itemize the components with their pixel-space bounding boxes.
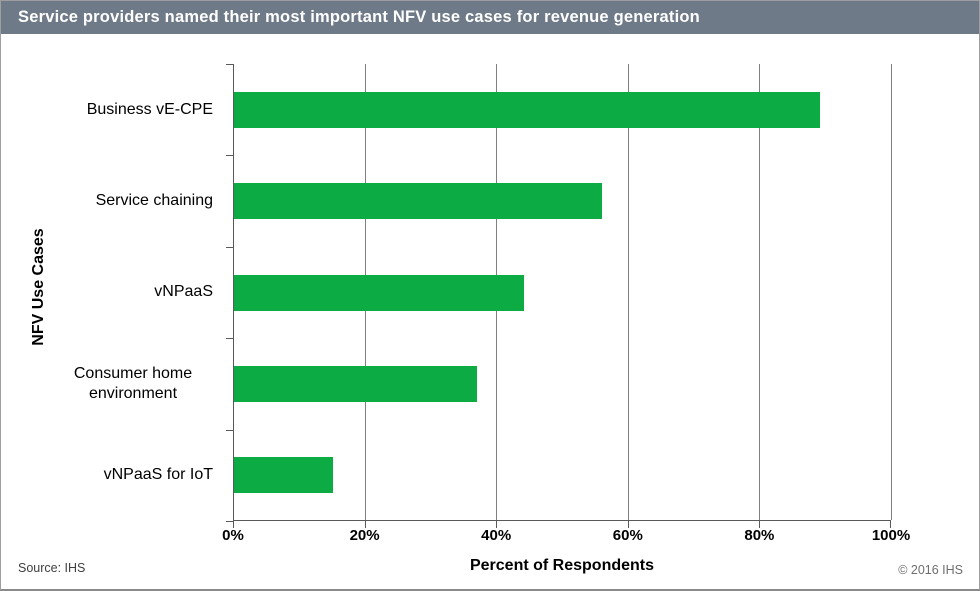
x-axis-tick xyxy=(890,521,891,528)
bar-business-ve-cpe xyxy=(234,91,820,128)
x-axis-tick xyxy=(364,521,366,528)
category-label-text: vNPaaS for IoT xyxy=(103,466,213,484)
gridline-80 xyxy=(759,64,761,520)
category-label-text: Service chaining xyxy=(95,192,213,210)
x-axis-tick xyxy=(496,521,498,528)
x-tick-label: 40% xyxy=(481,527,512,544)
bar-service-chaining xyxy=(234,183,603,220)
category-label: vNPaaS xyxy=(1,247,213,338)
y-axis-tick xyxy=(226,429,233,431)
category-label-text: Business vE-CPE xyxy=(86,100,213,118)
x-tick-label: 20% xyxy=(349,527,380,544)
x-axis-title: Percent of Respondents xyxy=(469,557,655,574)
chart-title: Service providers named their most impor… xyxy=(18,8,700,26)
category-label: Service chaining xyxy=(1,155,213,246)
x-axis-tick xyxy=(627,521,629,528)
x-tick-label: 60% xyxy=(612,527,643,544)
bar-vnpaas xyxy=(234,274,524,311)
copyright-note: © 2016 IHS xyxy=(898,563,963,577)
gridline-60 xyxy=(627,64,629,520)
bar-consumer-home-environment xyxy=(234,365,478,402)
y-axis-tick xyxy=(226,64,233,65)
y-axis-tick xyxy=(226,246,233,248)
category-label-text: vNPaaS xyxy=(154,283,213,301)
y-axis-tick xyxy=(226,521,233,522)
category-label: Business vE-CPE xyxy=(1,64,213,155)
x-tick-label: 80% xyxy=(744,527,775,544)
category-label: vNPaaS for IoT xyxy=(1,430,213,521)
x-axis-tick xyxy=(759,521,761,528)
y-axis-tick xyxy=(226,155,233,157)
chart-title-bar: Service providers named their most impor… xyxy=(1,1,979,34)
bar-vnpaas-for-iot xyxy=(234,457,333,494)
y-axis-tick xyxy=(226,338,233,340)
x-tick-label: 0% xyxy=(222,527,244,544)
x-tick-label: 100% xyxy=(871,527,911,544)
category-label: Consumer home environment xyxy=(1,338,213,429)
x-axis-tick xyxy=(233,521,234,528)
plot-area xyxy=(233,64,892,521)
source-note: Source: IHS xyxy=(18,561,86,575)
category-label-text: Consumer home environment xyxy=(73,364,193,402)
gridline-100 xyxy=(891,64,892,520)
